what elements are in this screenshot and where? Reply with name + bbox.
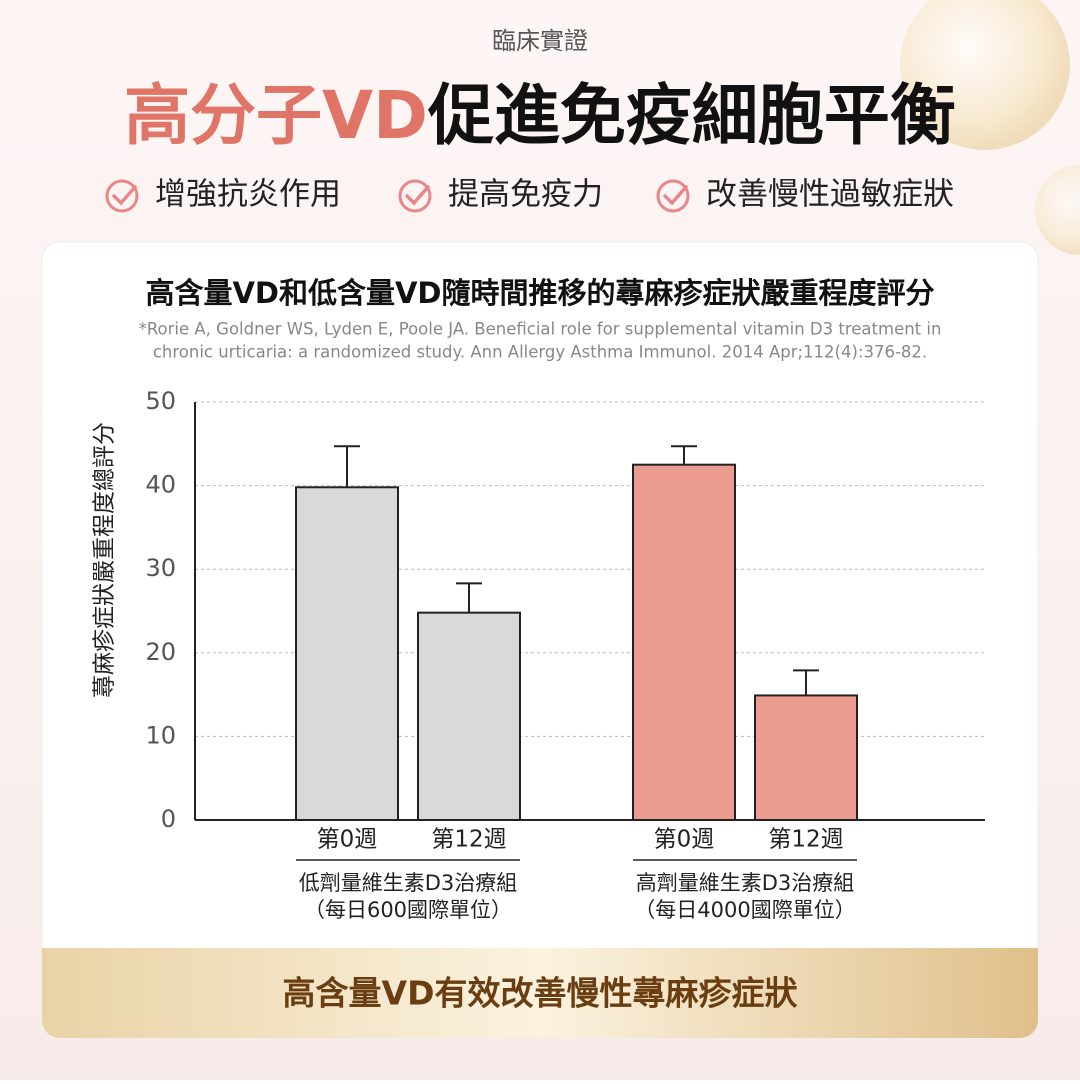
group-label: （每日4000國際單位） (634, 898, 855, 922)
group-label: 低劑量維生素D3治療組 (299, 871, 518, 895)
y-tick-label: 0 (161, 805, 176, 833)
group-label: 高劑量維生素D3治療組 (636, 871, 855, 895)
headline-highlight: 高分子VD (124, 77, 428, 154)
x-tick-label: 第12週 (431, 827, 506, 853)
decor-bubble (1035, 165, 1080, 255)
x-tick-label: 第0週 (317, 827, 378, 853)
y-tick-label: 10 (145, 721, 176, 749)
decor-bubble (900, 0, 1070, 150)
x-tick-label: 第0週 (654, 827, 715, 853)
check-icon (105, 179, 139, 213)
headline: 高分子VD促進免疫細胞平衡 (124, 77, 956, 154)
y-tick-label: 30 (145, 554, 176, 582)
bar (754, 694, 858, 821)
footer-text: 高含量VD有效改善慢性蕁麻疹症狀 (283, 974, 798, 1013)
citation: chronic urticaria: a randomized study. A… (153, 343, 927, 362)
check-icon (398, 179, 432, 213)
benefit-text: 增強抗炎作用 (155, 177, 341, 213)
group-label: （每日600國際單位） (304, 898, 512, 922)
benefit-text: 提高免疫力 (448, 177, 603, 213)
chart-title: 高含量VD和低含量VD隨時間推移的蕁麻疹症狀嚴重程度評分 (145, 276, 934, 310)
y-tick-label: 50 (145, 387, 176, 415)
y-axis-label: 蕁麻疹症狀嚴重程度總評分 (92, 422, 118, 698)
check-icon (656, 179, 690, 213)
benefit-text: 改善慢性過敏症狀 (706, 177, 954, 213)
headline-rest: 促進免疫細胞平衡 (427, 77, 956, 154)
x-tick-label: 第12週 (768, 827, 843, 853)
check-mark (663, 185, 688, 206)
kicker: 臨床實證 (492, 27, 588, 55)
check-mark (405, 185, 430, 206)
footer-band (42, 948, 1038, 1038)
citation: *Rorie A, Goldner WS, Lyden E, Poole JA.… (139, 320, 942, 339)
benefit-list: 增強抗炎作用 提高免疫力 改善慢性過敏症狀 (105, 177, 954, 213)
check-mark (112, 185, 137, 206)
bar (295, 486, 399, 821)
y-tick-label: 20 (145, 638, 176, 666)
bar (417, 611, 521, 821)
bar (632, 463, 736, 821)
y-tick-label: 40 (145, 471, 176, 499)
